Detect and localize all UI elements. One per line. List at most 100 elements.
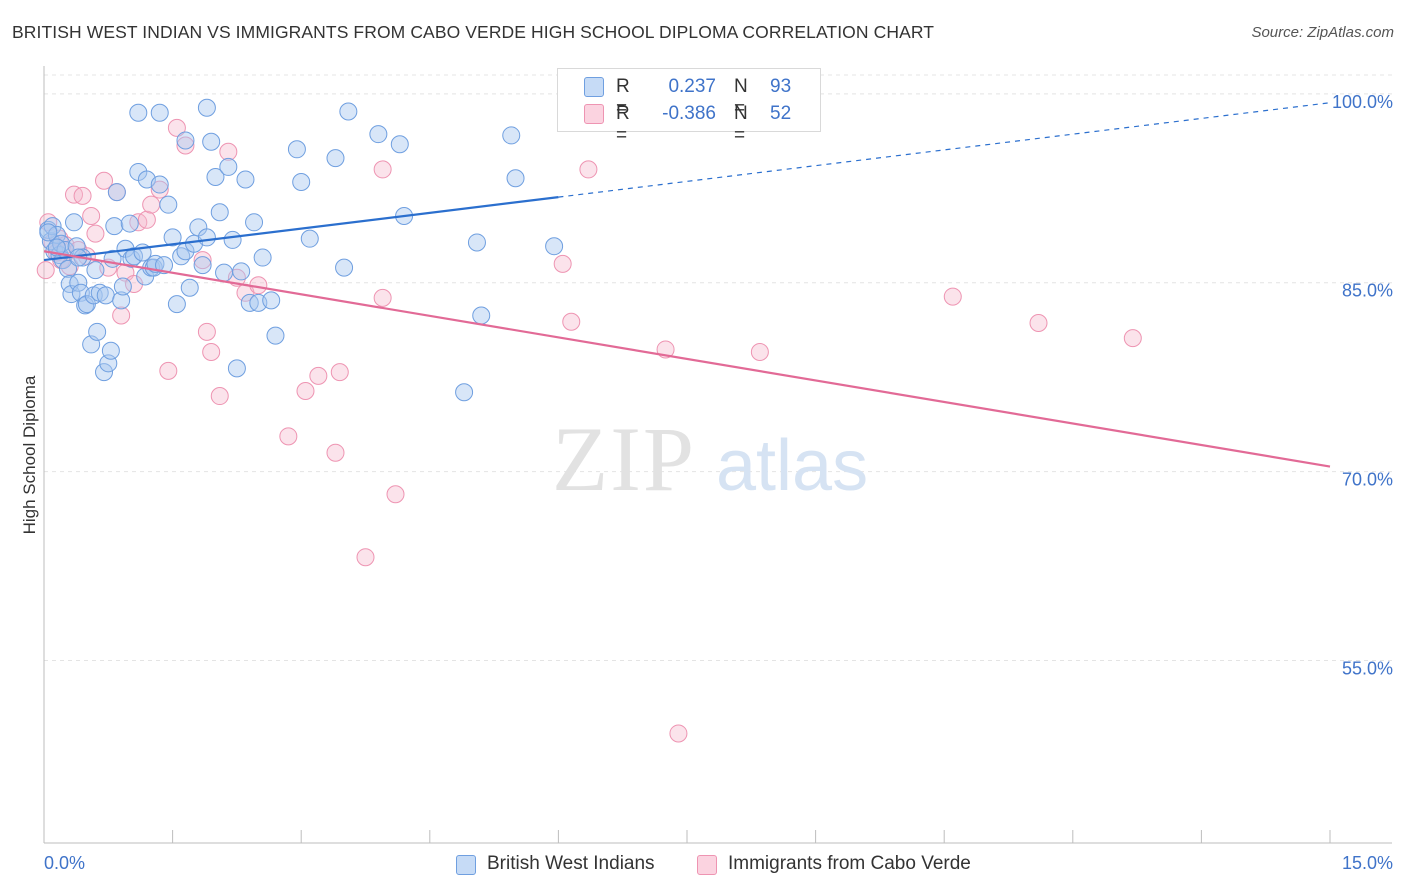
blue-points	[39, 98, 564, 402]
pink-point	[137, 210, 156, 229]
pink-point	[142, 195, 161, 214]
blue-point	[180, 278, 199, 297]
pink-point	[150, 180, 169, 199]
r-label: R =	[616, 76, 630, 119]
pink-point	[193, 251, 212, 270]
blue-legend-swatch	[456, 855, 476, 875]
r-label: R =	[616, 103, 630, 146]
pink-point	[125, 274, 144, 293]
legend-label-blue: British West Indians	[487, 853, 655, 874]
blue-point	[150, 103, 169, 122]
blue-point	[545, 237, 564, 256]
blue-point	[95, 363, 114, 382]
pink-point	[562, 312, 581, 331]
pink-point	[202, 342, 221, 361]
pink-point	[197, 322, 216, 341]
blue-point	[232, 262, 251, 281]
blue-point	[125, 247, 144, 266]
blue-point	[197, 228, 216, 247]
blue-point	[65, 213, 84, 232]
pink-point	[82, 207, 101, 226]
y-tick-label: 100.0%	[1332, 92, 1393, 112]
grid-lines	[44, 74, 1392, 661]
chart-title: BRITISH WEST INDIAN VS IMMIGRANTS FROM C…	[12, 22, 935, 42]
watermark-atlas: atlas	[716, 426, 868, 506]
blue-point	[163, 228, 182, 247]
n-value-pink: 52	[770, 103, 792, 124]
n-label: N =	[734, 103, 748, 146]
y-tick-label: 85.0%	[1342, 281, 1393, 301]
watermark-zip: ZIP	[552, 408, 696, 510]
blue-point	[101, 341, 120, 360]
blue-point	[202, 132, 221, 151]
pink-point	[553, 254, 572, 273]
x-tick-label-max: 15.0%	[1342, 853, 1393, 873]
r-value-pink: -0.386	[662, 103, 716, 124]
pink-point	[159, 361, 178, 380]
blue-point	[193, 256, 212, 275]
n-value-blue: 93	[770, 76, 792, 97]
pink-point	[356, 548, 375, 567]
pink-trend-line	[43, 250, 1331, 468]
pink-point	[943, 287, 962, 306]
blue-point	[67, 237, 86, 256]
blue-point	[176, 131, 195, 150]
blue-point	[236, 170, 255, 189]
pink-point	[86, 224, 105, 243]
blue-point	[39, 223, 58, 242]
blue-point	[113, 277, 132, 296]
blue-point	[292, 173, 311, 192]
pink-point	[750, 342, 769, 361]
blue-point	[472, 306, 491, 325]
x-tick-label-min: 0.0%	[44, 853, 85, 873]
x-tick-labels: 0.0% 15.0%	[44, 853, 1393, 873]
blue-point	[159, 195, 178, 214]
pink-legend-swatch	[697, 855, 717, 875]
pink-point	[326, 443, 345, 462]
blue-point	[105, 217, 124, 236]
blue-point	[223, 230, 242, 249]
blue-point	[88, 322, 107, 341]
blue-point	[506, 169, 525, 188]
pink-point	[579, 160, 598, 179]
pink-point	[210, 387, 229, 406]
pink-point	[373, 288, 392, 307]
y-tick-labels: 100.0% 85.0% 70.0% 55.0%	[1332, 92, 1393, 679]
blue-point	[129, 103, 148, 122]
y-tick-label: 70.0%	[1342, 470, 1393, 490]
pink-point	[1029, 314, 1048, 333]
pink-point	[36, 261, 55, 280]
pink-point	[279, 427, 298, 446]
blue-point	[467, 233, 486, 252]
blue-point	[107, 183, 126, 202]
blue-point	[62, 285, 81, 304]
blue-point	[120, 214, 139, 233]
trend-lines	[43, 102, 1331, 468]
blue-point	[339, 102, 358, 121]
blue-trend-line	[43, 196, 559, 262]
blue-point	[86, 261, 105, 280]
blue-point	[369, 125, 388, 144]
blue-point	[502, 126, 521, 145]
blue-point	[266, 326, 285, 345]
pink-point	[112, 306, 131, 325]
blue-point	[96, 286, 115, 305]
pink-point	[330, 363, 349, 382]
blue-point	[215, 263, 234, 282]
blue-point	[390, 135, 409, 154]
r-value-blue: 0.237	[668, 76, 716, 97]
source-credit: Source: ZipAtlas.com	[1251, 24, 1394, 41]
blue-point	[167, 295, 186, 314]
blue-point	[150, 175, 169, 194]
blue-point	[300, 229, 319, 248]
blue-point	[227, 359, 246, 378]
pink-point	[73, 186, 92, 205]
pink-point	[219, 142, 238, 161]
axes	[43, 66, 1392, 844]
y-axis-label: High School Diploma	[20, 375, 39, 535]
blue-point	[197, 98, 216, 117]
y-tick-label: 55.0%	[1342, 658, 1393, 678]
blue-point	[155, 256, 174, 275]
blue-point	[253, 248, 272, 267]
